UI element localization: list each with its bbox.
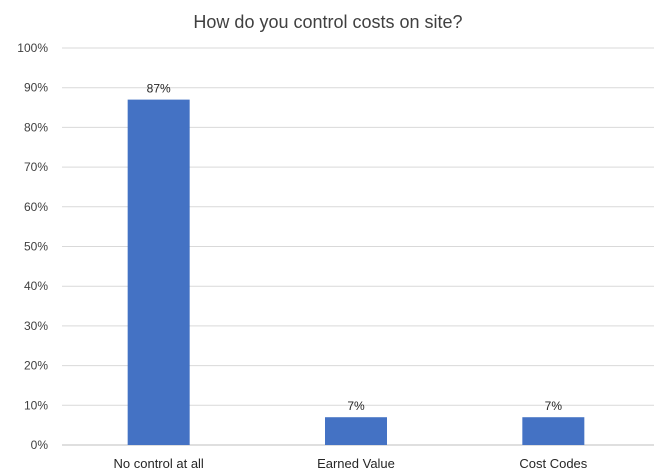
- x-axis-categories: No control at all Earned Value Cost Codes: [114, 456, 588, 471]
- y-tick-label: 60%: [24, 200, 48, 214]
- x-category-label: Earned Value: [317, 456, 395, 471]
- y-axis-ticks: 0% 10% 20% 30% 40% 50% 60% 70% 80% 90% 100%: [17, 41, 48, 452]
- x-category-label: No control at all: [114, 456, 204, 471]
- y-tick-label: 90%: [24, 81, 48, 95]
- bar: [522, 417, 585, 445]
- bar-value-label: 7%: [545, 399, 563, 413]
- bar-value-label: 7%: [347, 399, 365, 413]
- bar: [325, 417, 387, 445]
- y-tick-label: 0%: [31, 438, 49, 452]
- x-category-label: Cost Codes: [519, 456, 587, 471]
- y-tick-label: 70%: [24, 160, 48, 174]
- bars: [127, 99, 585, 446]
- y-tick-label: 10%: [24, 398, 48, 412]
- y-tick-label: 50%: [24, 240, 48, 254]
- y-tick-label: 100%: [17, 41, 48, 55]
- y-tick-label: 40%: [24, 279, 48, 293]
- y-tick-label: 80%: [24, 120, 48, 134]
- y-tick-label: 20%: [24, 359, 48, 373]
- y-tick-label: 30%: [24, 319, 48, 333]
- chart-title: How do you control costs on site?: [193, 12, 463, 32]
- data-labels: 87% 7% 7%: [147, 82, 563, 414]
- bar-value-label: 87%: [147, 82, 171, 96]
- bar: [127, 99, 190, 446]
